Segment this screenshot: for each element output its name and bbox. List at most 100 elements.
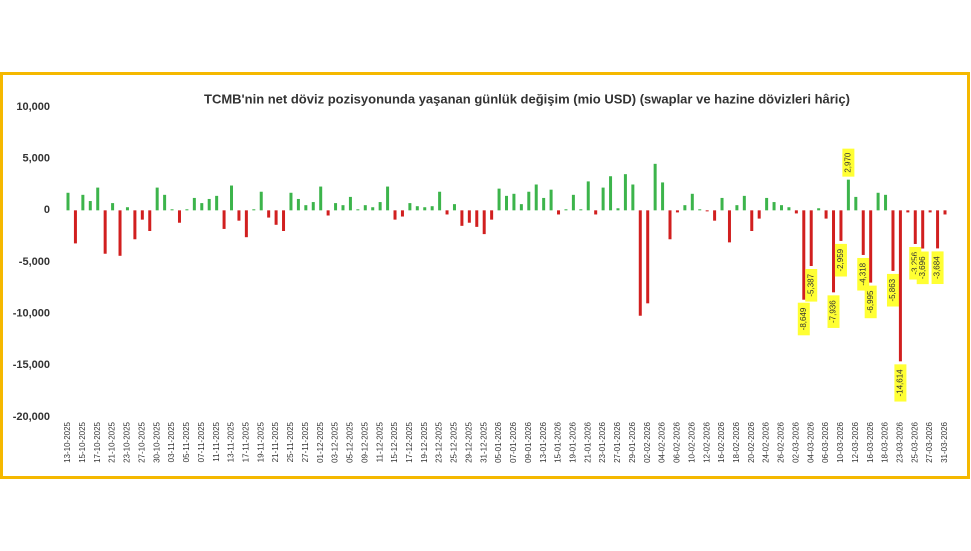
bar bbox=[787, 207, 791, 211]
bar bbox=[475, 210, 479, 227]
bar bbox=[289, 192, 293, 211]
bar bbox=[452, 204, 456, 211]
bar bbox=[192, 197, 196, 211]
bar bbox=[512, 193, 516, 211]
x-tick-label: 06-02-2026 bbox=[673, 421, 682, 462]
bar bbox=[505, 195, 508, 211]
x-tick-label: 21-10-2025 bbox=[108, 421, 117, 462]
bar bbox=[326, 210, 330, 216]
bar bbox=[779, 205, 783, 211]
x-tick-label: 23-03-2026 bbox=[896, 421, 905, 462]
bar bbox=[334, 203, 338, 211]
bar bbox=[445, 210, 449, 215]
x-tick-label: 16-03-2026 bbox=[866, 421, 875, 462]
x-tick-label: 11-12-2025 bbox=[375, 421, 384, 462]
x-tick-label: 25-12-2025 bbox=[450, 421, 459, 462]
x-tick-label: 20-02-2026 bbox=[747, 421, 756, 462]
y-tick-label: -20,000 bbox=[13, 411, 50, 423]
y-tick-label: -10,000 bbox=[13, 308, 50, 320]
bar bbox=[854, 196, 858, 211]
x-tick-label: 24-02-2026 bbox=[762, 421, 771, 462]
bar bbox=[519, 204, 523, 211]
value-label-background bbox=[864, 285, 877, 319]
bar bbox=[876, 192, 880, 211]
chart-frame bbox=[0, 72, 970, 479]
bar bbox=[230, 185, 234, 211]
x-tick-label: 07-11-2025 bbox=[197, 421, 206, 462]
value-label: -6,995 bbox=[866, 290, 875, 313]
bar bbox=[400, 210, 404, 217]
bar bbox=[252, 209, 256, 211]
value-label: 2,970 bbox=[843, 152, 852, 173]
x-tick-label: 18-03-2026 bbox=[881, 421, 890, 462]
value-label-background bbox=[916, 251, 929, 285]
x-tick-label: 31-03-2026 bbox=[940, 421, 949, 462]
value-label: -5,863 bbox=[888, 278, 897, 301]
bar bbox=[861, 210, 865, 255]
bar bbox=[913, 210, 917, 244]
bar bbox=[616, 208, 620, 211]
bar bbox=[817, 208, 821, 211]
value-label-background bbox=[886, 273, 899, 307]
bar bbox=[668, 210, 672, 240]
bar bbox=[705, 210, 709, 212]
x-tick-label: 03-11-2025 bbox=[167, 421, 176, 462]
x-tick-label: 25-03-2026 bbox=[910, 421, 919, 462]
bar bbox=[765, 197, 769, 211]
bar bbox=[802, 210, 806, 300]
bar bbox=[564, 209, 568, 211]
bar bbox=[757, 210, 761, 219]
bar bbox=[408, 203, 412, 211]
bar bbox=[898, 210, 902, 362]
bar bbox=[348, 196, 352, 211]
x-tick-label: 02-02-2026 bbox=[643, 421, 652, 462]
bar bbox=[921, 210, 925, 249]
x-tick-label: 19-12-2025 bbox=[420, 421, 429, 462]
bar bbox=[698, 209, 702, 211]
x-tick-label: 13-01-2026 bbox=[539, 421, 548, 462]
x-tick-label: 23-12-2025 bbox=[435, 421, 444, 462]
x-tick-label: 19-01-2026 bbox=[568, 421, 577, 462]
bar bbox=[490, 210, 494, 220]
value-label: -7,936 bbox=[829, 300, 838, 323]
bar bbox=[534, 184, 538, 211]
bar bbox=[125, 207, 129, 211]
bar bbox=[579, 209, 583, 211]
bar bbox=[311, 202, 315, 211]
x-tick-label: 21-11-2025 bbox=[271, 421, 280, 462]
x-tick-label: 05-12-2025 bbox=[346, 421, 355, 462]
x-tick-label: 29-01-2026 bbox=[628, 421, 637, 462]
bar bbox=[118, 210, 122, 256]
bar bbox=[163, 194, 167, 211]
bar bbox=[571, 194, 575, 211]
bar bbox=[594, 210, 598, 215]
value-label: -14,614 bbox=[896, 369, 905, 397]
y-tick-label: -5,000 bbox=[19, 256, 50, 268]
x-tick-label: 15-12-2025 bbox=[390, 421, 399, 462]
bar bbox=[177, 210, 181, 223]
bar bbox=[363, 205, 367, 211]
value-label-background bbox=[797, 302, 810, 336]
x-tick-label: 17-10-2025 bbox=[93, 421, 102, 462]
x-tick-label: 27-03-2026 bbox=[925, 421, 934, 462]
bar bbox=[690, 193, 694, 211]
bar bbox=[103, 210, 107, 254]
bar bbox=[467, 210, 471, 223]
bar bbox=[96, 187, 100, 211]
bar bbox=[155, 187, 159, 211]
bar bbox=[772, 202, 776, 211]
x-tick-label: 27-01-2026 bbox=[613, 421, 622, 462]
bar bbox=[824, 210, 828, 219]
x-tick-label: 15-01-2026 bbox=[554, 421, 563, 462]
x-tick-label: 05-01-2026 bbox=[494, 421, 503, 462]
bar bbox=[482, 210, 486, 235]
x-tick-label: 25-11-2025 bbox=[286, 421, 295, 462]
bar bbox=[170, 209, 174, 211]
bar bbox=[631, 184, 635, 211]
bar bbox=[623, 174, 627, 211]
bar bbox=[140, 210, 144, 220]
y-tick-label: 0 bbox=[44, 204, 50, 216]
value-label-background bbox=[805, 268, 818, 302]
bar bbox=[88, 201, 92, 211]
x-tick-label: 13-11-2025 bbox=[227, 421, 236, 462]
